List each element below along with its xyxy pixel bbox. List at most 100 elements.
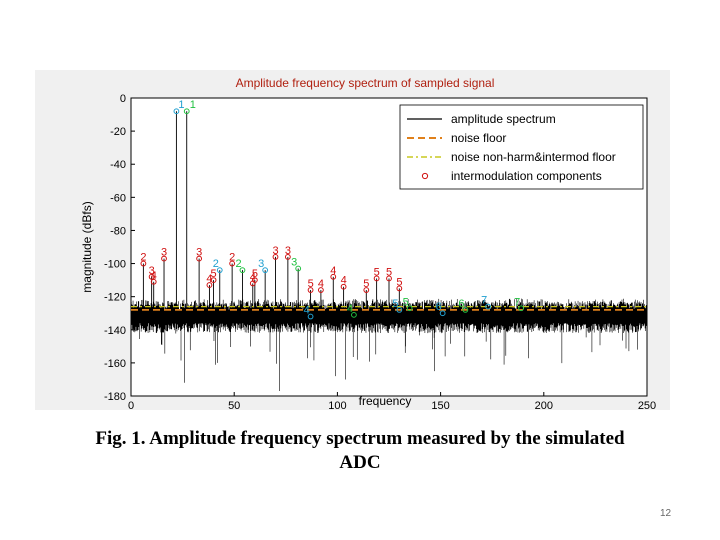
intermod-marker <box>148 273 155 280</box>
intermod-marker <box>206 282 213 288</box>
y-tick-label: -20 <box>110 126 126 138</box>
intermod-label: 5 <box>252 268 258 280</box>
intermod-label: 4 <box>318 278 324 290</box>
intermod-label: 3 <box>285 245 291 257</box>
intermod-marker <box>251 277 258 284</box>
intermod-marker <box>363 287 370 293</box>
harmonic-marker <box>295 265 302 272</box>
page-number: 12 <box>660 508 672 519</box>
legend: amplitude spectrum noise floor noise non… <box>399 104 644 190</box>
intermod-label: 3 <box>149 265 155 277</box>
intermod-marker <box>340 283 347 290</box>
intermod-marker <box>373 275 380 282</box>
harmonic-marker <box>307 313 314 320</box>
intermod-marker <box>307 287 314 293</box>
legend-label-noise-non-harm-floor: noise non-harm&intermod floor <box>451 150 616 164</box>
intermod-label: 5 <box>211 268 217 280</box>
intermod-marker <box>140 260 147 267</box>
intermod-marker <box>196 255 203 262</box>
x-tick-label: 50 <box>228 400 240 410</box>
harmonic-label: 2 <box>213 258 219 270</box>
intermod-marker <box>161 255 167 262</box>
intermod-label: 3 <box>196 247 202 259</box>
figure-caption-line-1: Fig. 1. Amplitude frequency spectrum mea… <box>95 428 625 449</box>
y-tick-label: -60 <box>110 192 126 204</box>
intermod-marker <box>396 285 403 292</box>
y-tick-label: -140 <box>104 325 126 337</box>
x-tick-label: 100 <box>328 400 346 410</box>
harmonic-label: 4 <box>347 303 353 315</box>
intermod-label: 4 <box>206 273 212 285</box>
intermod-label: 3 <box>272 245 278 257</box>
intermod-label: 5 <box>396 276 402 288</box>
harmonic-label: 2 <box>235 258 241 270</box>
harmonic-label: 3 <box>291 257 297 269</box>
harmonic-marker <box>439 310 446 317</box>
fundamental-label: 1 <box>190 99 196 111</box>
harmonic-marker <box>462 307 469 313</box>
y-axis-label: magnitude (dBfs) <box>80 201 94 292</box>
harmonic-label: 7 <box>481 295 487 307</box>
harmonic-label: 5 <box>392 298 398 310</box>
harmonic-label: 7 <box>514 296 520 308</box>
intermod-label: 3 <box>161 247 167 259</box>
harmonic-marker <box>216 267 223 274</box>
legend-label-noise-floor: noise floor <box>451 131 506 145</box>
x-tick-label: 150 <box>431 400 449 410</box>
intermod-marker <box>386 275 392 282</box>
harmonic-label: 4 <box>304 305 310 317</box>
harmonic-label: 6 <box>436 301 442 313</box>
amplitude-spectrum-peaks <box>142 111 522 317</box>
intermod-label: 2 <box>140 252 146 264</box>
y-tick-label: -120 <box>104 292 126 304</box>
x-tick-label: 250 <box>638 400 656 410</box>
x-axis-label: frequency <box>359 394 412 408</box>
floor-lines <box>131 305 647 311</box>
y-tick-label: 0 <box>120 93 126 105</box>
fundamental-marker <box>173 108 180 115</box>
harmonic-marker <box>351 311 357 318</box>
spectrum-noise-path <box>131 298 648 392</box>
harmonic-label: 3 <box>258 258 264 270</box>
fundamental-marker <box>183 108 190 115</box>
intermod-marker <box>272 254 279 260</box>
intermod-label: 5 <box>386 266 392 278</box>
intermod-label: 4 <box>151 270 157 282</box>
harmonic-marker <box>518 305 524 312</box>
intermod-label: 2 <box>229 252 235 264</box>
axes: 0 50 100 150 200 250 0 -20 -40 -60 -80 -100 -120 -140… <box>104 93 656 410</box>
intermod-marker <box>284 254 291 260</box>
fundamental-label: 1 <box>178 99 184 111</box>
x-tick-label: 0 <box>128 400 134 410</box>
intermod-label: 5 <box>308 278 314 290</box>
harmonic-marker <box>485 303 491 310</box>
y-tick-label: -100 <box>104 259 126 271</box>
intermod-label: 5 <box>363 278 369 290</box>
harmonic-marker <box>406 305 413 312</box>
figure-caption-line-2: ADC <box>339 452 381 473</box>
legend-label-intermodulation: intermodulation components <box>451 169 602 183</box>
harmonic-label: 6 <box>458 298 464 310</box>
harmonic-marker <box>396 307 403 313</box>
legend-swatch-intermodulation <box>421 172 429 180</box>
chart-title: Amplitude frequency spectrum of sampled … <box>236 76 495 90</box>
harmonic-label: 5 <box>403 296 409 308</box>
y-tick-label: -40 <box>110 159 126 171</box>
harmonic-marker <box>239 267 246 274</box>
legend-label-amplitude-spectrum: amplitude spectrum <box>451 112 556 126</box>
y-tick-label: -180 <box>104 391 126 403</box>
intermod-label: 4 <box>341 275 347 287</box>
x-tick-label: 200 <box>535 400 553 410</box>
intermod-label: 4 <box>330 265 336 277</box>
y-tick-label: -80 <box>110 225 126 237</box>
intermod-label: 4 <box>250 271 256 283</box>
intermod-marker <box>317 287 324 293</box>
intermod-label: 5 <box>374 266 380 278</box>
y-tick-label: -160 <box>104 358 126 370</box>
harmonic-marker <box>262 267 269 274</box>
intermod-marker <box>229 260 236 267</box>
intermod-marker <box>330 273 337 280</box>
